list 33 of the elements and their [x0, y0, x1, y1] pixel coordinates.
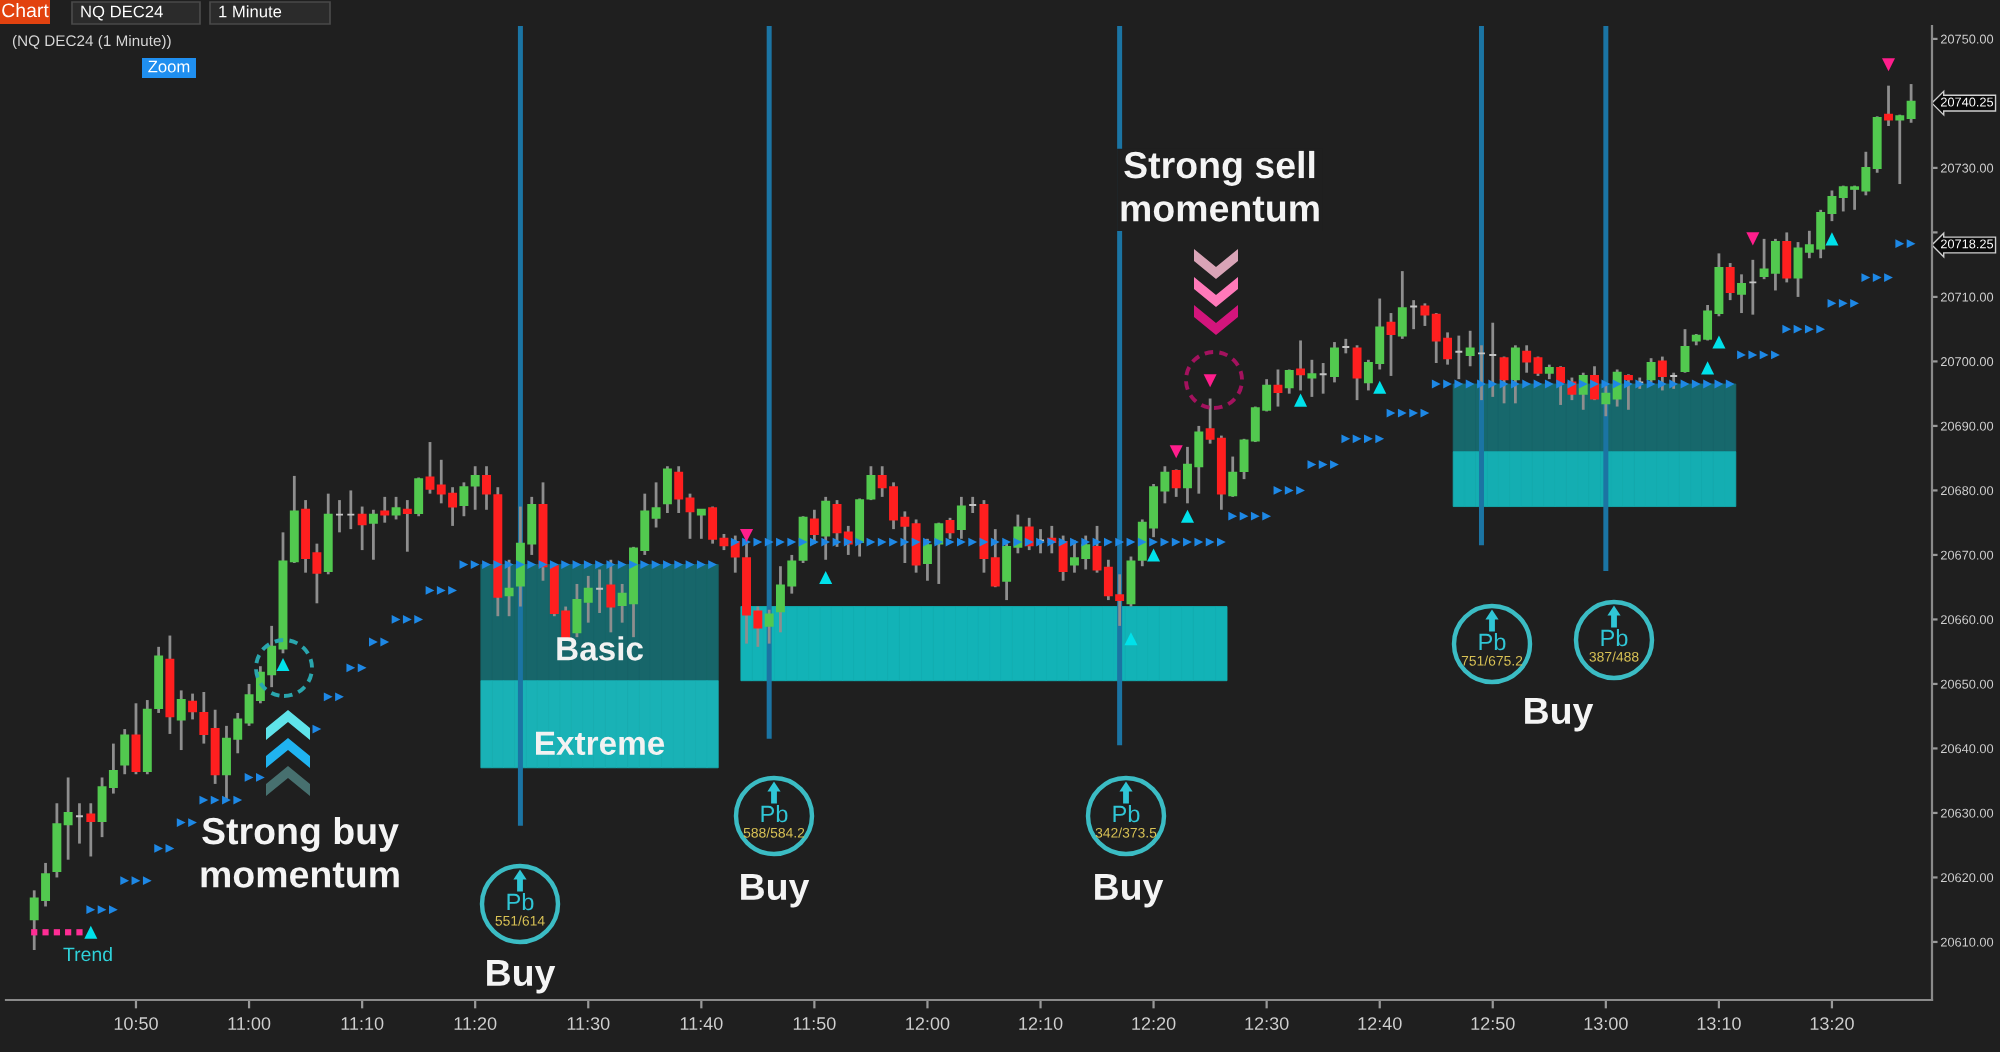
- annotation: Zoom: [148, 60, 190, 73]
- x-tick-label: 12:10: [1019, 1017, 1063, 1030]
- annotation: Pb: [507, 893, 534, 911]
- x-tick-label: 11:40: [680, 1017, 723, 1030]
- x-tick-label: 12:40: [1358, 1017, 1402, 1030]
- text: 1 Minute: [219, 5, 282, 18]
- x-tick-label: 11:00: [228, 1017, 271, 1030]
- annotation: Buy: [487, 959, 556, 994]
- text: NQ DEC24: [81, 5, 163, 21]
- x-tick-label: 11:50: [793, 1017, 836, 1030]
- x-tick-label: 13:20: [1810, 1017, 1854, 1030]
- annotation: Strong sell momentum: [1121, 150, 1319, 222]
- annotation: Pb: [761, 804, 788, 823]
- x-tick-label: 12:50: [1471, 1017, 1515, 1030]
- annotation: Pb: [1113, 804, 1140, 823]
- x-tick-label: 10:50: [114, 1017, 158, 1030]
- x-tick-label: 11:20: [454, 1017, 497, 1030]
- annotation: Buy: [1525, 697, 1594, 732]
- annotation: Buy: [1095, 873, 1164, 908]
- x-tick-label: 13:00: [1584, 1017, 1628, 1030]
- x-tick-label: 12:30: [1245, 1017, 1289, 1030]
- x-tick-label: 11:30: [567, 1017, 610, 1030]
- annotation: Strong buy momentum: [201, 816, 399, 888]
- x-tick-label: 13:10: [1697, 1017, 1741, 1030]
- x-tick-label: 12:20: [1132, 1017, 1176, 1030]
- x-tick-label: 11:10: [341, 1017, 384, 1030]
- series-label: Extreme: [536, 731, 665, 755]
- annotation: Buy: [741, 873, 810, 908]
- annotation: Pb: [1479, 632, 1506, 651]
- annotation: Pb: [1601, 628, 1628, 647]
- text: Chart: [2, 2, 49, 18]
- annotation: Trend: [63, 946, 112, 962]
- x-tick-label: 12:00: [906, 1017, 950, 1030]
